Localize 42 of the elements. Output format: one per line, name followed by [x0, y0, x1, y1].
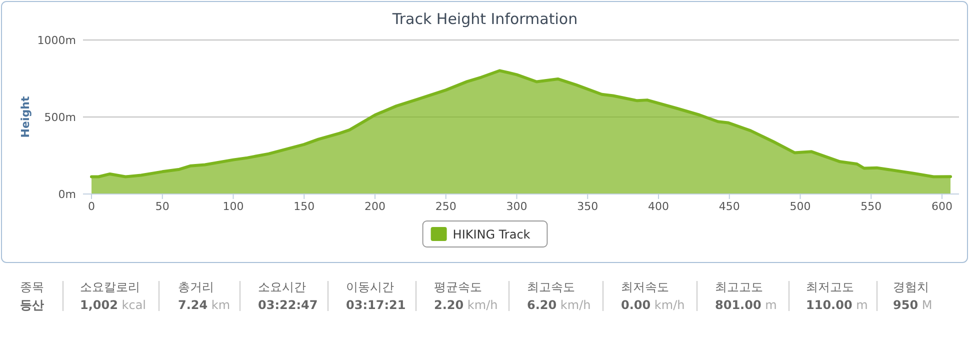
- x-tick-label: 350: [577, 200, 598, 213]
- category-label: 소요시간: [258, 280, 306, 294]
- y-axis-title: Height: [19, 96, 32, 138]
- chart-title: Track Height Information: [391, 10, 578, 28]
- category-label: 최고고도: [715, 280, 763, 294]
- text: 0.00 km/h: [621, 298, 685, 312]
- category-label: 경험치: [893, 280, 929, 294]
- x-tick-label: 200: [364, 200, 386, 213]
- x-tick-label: 550: [860, 200, 882, 213]
- category-label: 평균속도: [434, 280, 482, 294]
- x-tick-label: 0: [88, 200, 96, 213]
- x-tick-label: 250: [435, 200, 456, 213]
- x-tick-label: 450: [718, 200, 740, 213]
- text: 1,002 kcal: [80, 298, 146, 312]
- text: 6.20 km/h: [527, 298, 591, 312]
- text: 801.00 m: [715, 298, 777, 312]
- text: 110.00 m: [806, 298, 868, 312]
- category-label: 이동시간: [346, 280, 394, 294]
- x-tick-label: 150: [294, 200, 315, 213]
- category-label: 최고속도: [527, 280, 575, 294]
- legend: HIKING Track: [422, 220, 548, 248]
- y-tick-label: 500m: [44, 111, 76, 124]
- x-tick-label: 500: [790, 200, 811, 213]
- text: 03:17:21: [346, 298, 406, 312]
- category-label: 최저고도: [806, 280, 854, 294]
- legend-label: HIKING Track: [452, 228, 530, 242]
- category-label: 총거리: [178, 280, 214, 294]
- text: 등산: [20, 298, 44, 312]
- text: 7.24 km: [178, 298, 230, 312]
- y-tick-label: 1000m: [37, 34, 76, 47]
- category-label: 소요칼로리: [80, 280, 140, 294]
- category-label: 최저속도: [621, 280, 669, 294]
- x-tick-label: 50: [155, 200, 170, 213]
- category-label: 종목: [20, 280, 44, 294]
- text: 03:22:47: [258, 298, 318, 312]
- x-tick-label: 300: [506, 200, 528, 213]
- text: 950 M: [893, 298, 932, 312]
- x-tick-label: 400: [648, 200, 669, 213]
- y-tick-label: 0m: [58, 188, 76, 201]
- text: 2.20 km/h: [434, 298, 498, 312]
- x-tick-label: 600: [931, 200, 952, 213]
- x-tick-label: 100: [222, 200, 244, 213]
